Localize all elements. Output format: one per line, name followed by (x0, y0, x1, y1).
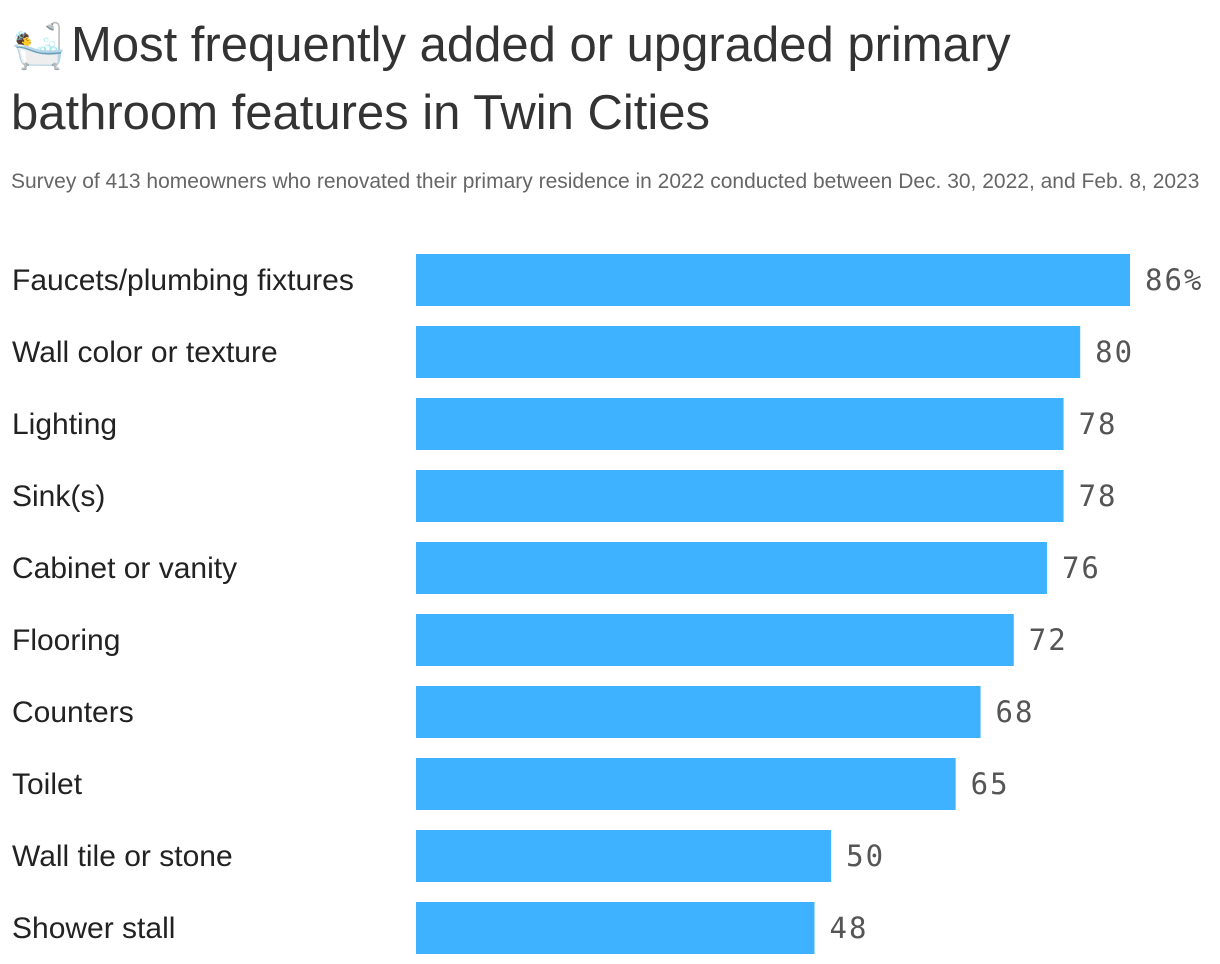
value-label: 80 (1095, 335, 1134, 369)
bar (416, 254, 1130, 306)
value-label: 78 (1079, 407, 1118, 441)
category-label: Sink(s) (12, 480, 105, 513)
bar (416, 470, 1064, 522)
value-label: 72 (1029, 623, 1068, 657)
value-label: 76 (1062, 551, 1101, 585)
value-label: 78 (1079, 479, 1118, 513)
bar (416, 398, 1064, 450)
chart-subtitle: Survey of 413 homeowners who renovated t… (11, 170, 1200, 193)
value-label: 48 (830, 911, 869, 945)
bar (416, 614, 1014, 666)
category-label: Shower stall (12, 912, 175, 945)
bar (416, 902, 815, 954)
bar (416, 542, 1047, 594)
chart-title: 🛀 Most frequently added or upgraded prima… (11, 12, 1211, 146)
value-label: 68 (996, 695, 1035, 729)
bathtub-icon: 🛀 (11, 22, 66, 71)
category-label: Cabinet or vanity (12, 552, 237, 585)
bar (416, 326, 1081, 378)
value-label: 50 (846, 839, 885, 873)
category-label: Lighting (12, 408, 117, 441)
category-label: Wall color or texture (12, 336, 278, 369)
category-label: Flooring (12, 624, 120, 657)
bar (416, 830, 832, 882)
value-label: 65 (971, 767, 1010, 801)
category-label: Wall tile or stone (12, 840, 233, 873)
chart-title-text: Most frequently added or upgraded primar… (11, 18, 1011, 140)
bar (416, 758, 956, 810)
category-label: Counters (12, 696, 134, 729)
bar (416, 686, 981, 738)
value-label: 86% (1145, 263, 1203, 297)
category-label: Faucets/plumbing fixtures (12, 264, 354, 297)
category-label: Toilet (12, 768, 83, 801)
